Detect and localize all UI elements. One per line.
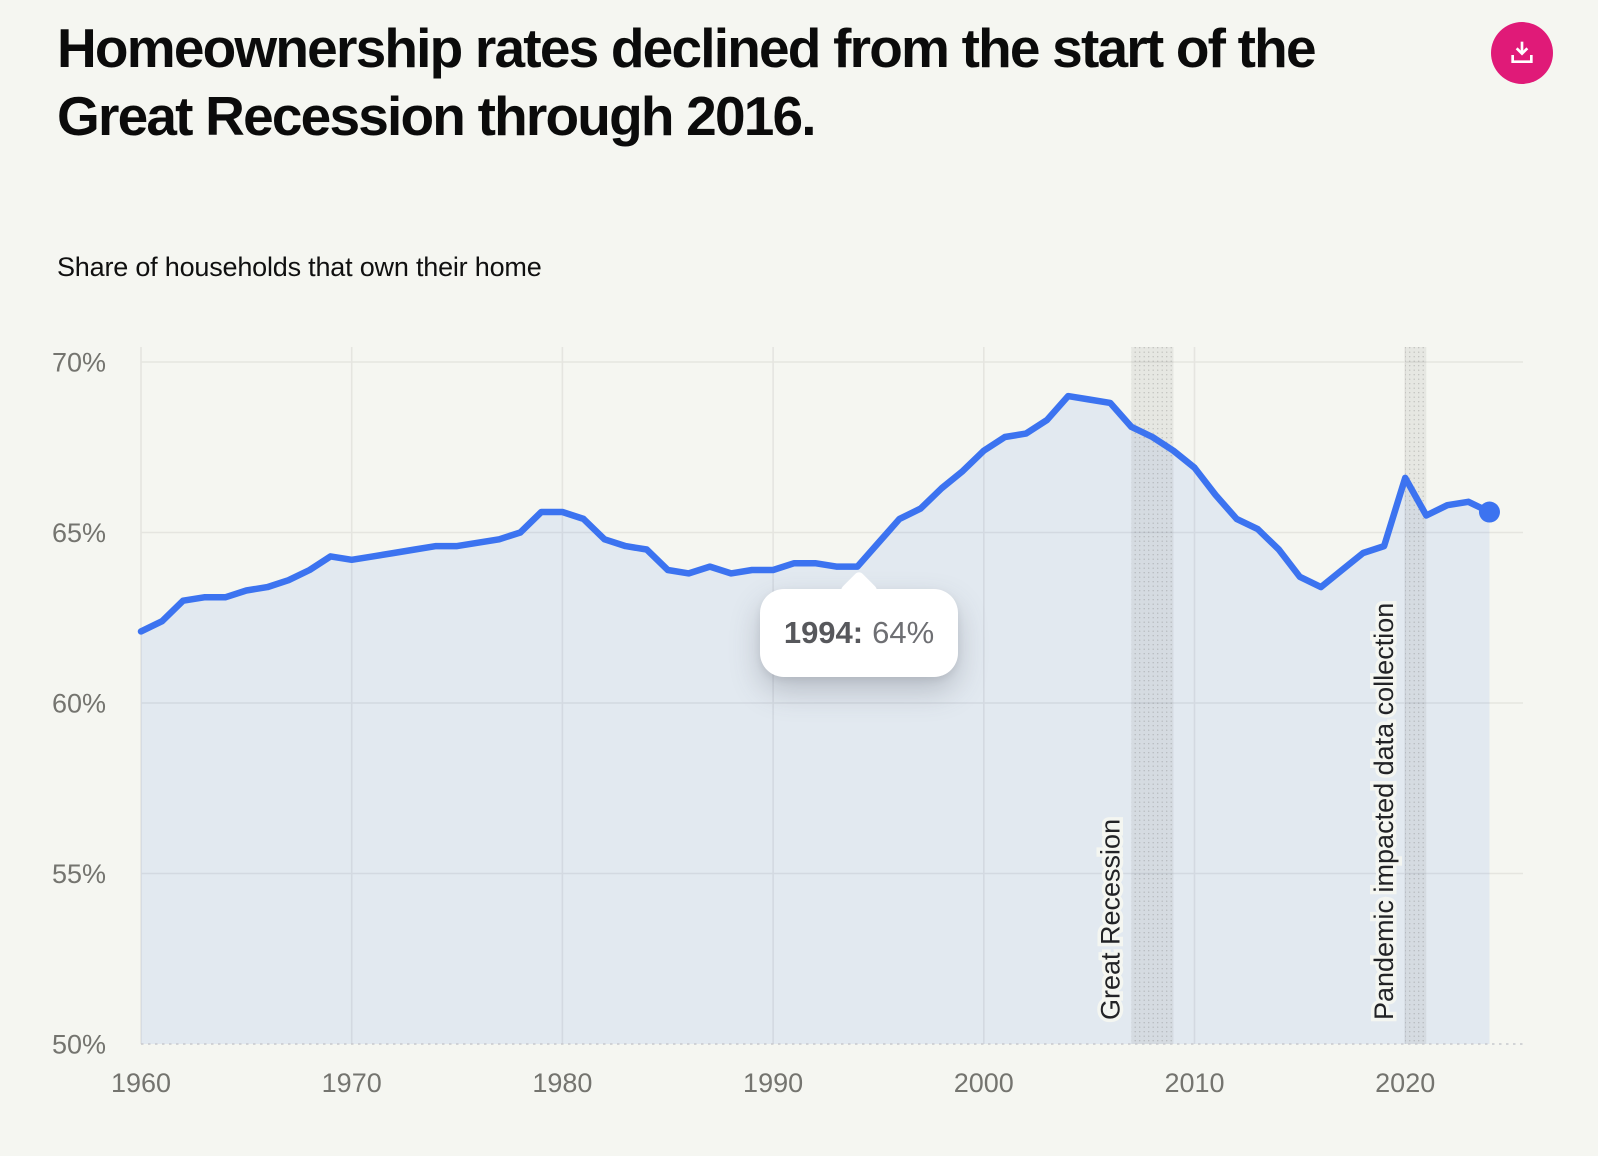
series-end-dot: [1478, 501, 1500, 523]
y-axis-label: 55%: [52, 859, 106, 889]
x-axis-label: 1960: [111, 1068, 171, 1098]
x-axis-label: 2000: [954, 1068, 1014, 1098]
tooltip-value: 64%: [872, 615, 935, 650]
chart-subtitle: Share of households that own their home: [57, 252, 542, 282]
download-button[interactable]: [1491, 22, 1553, 84]
y-axis-label: 70%: [52, 348, 106, 378]
annotation-band-texture: [1405, 347, 1427, 1044]
tooltip: 1994: 64%: [760, 570, 958, 677]
annotation-label: Great Recession: [1095, 819, 1125, 1020]
x-axis-label: 1970: [322, 1068, 382, 1098]
download-icon: [1511, 41, 1533, 63]
series-line: [137, 392, 1493, 635]
page-title: Homeownership rates declined from the st…: [57, 17, 1317, 147]
x-axis-label: 1980: [532, 1068, 592, 1098]
y-axis-label: 60%: [52, 689, 106, 719]
x-axis-label: 2010: [1164, 1068, 1224, 1098]
annotation-band-texture: [1131, 347, 1174, 1044]
x-axis-label: 2020: [1375, 1068, 1435, 1098]
annotation-label: Pandemic impacted data collection: [1369, 603, 1399, 1020]
y-axis-label: 50%: [52, 1030, 106, 1060]
x-axis-label: 1990: [743, 1068, 803, 1098]
tooltip-year: 1994:: [783, 615, 864, 650]
series-area: [141, 396, 1490, 1045]
y-axis-label: 65%: [52, 518, 106, 548]
